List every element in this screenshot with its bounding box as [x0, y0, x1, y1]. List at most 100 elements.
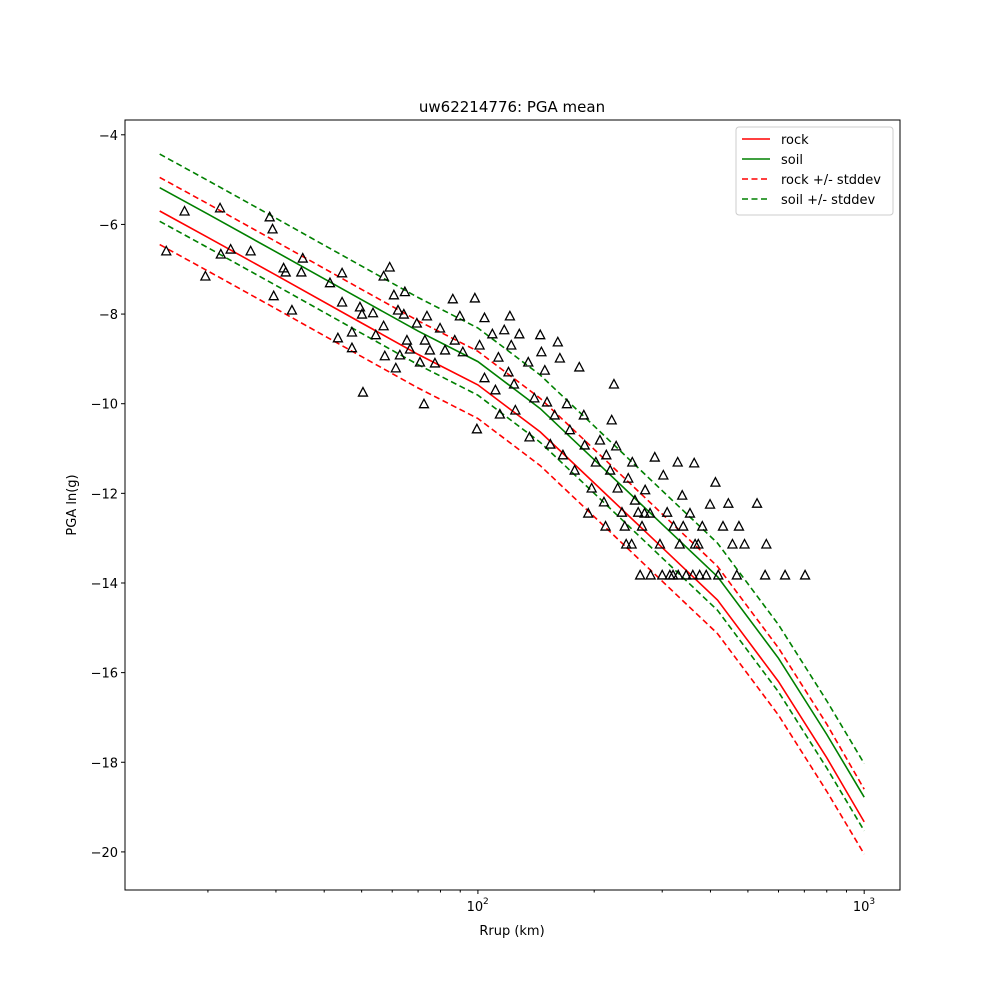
observation-point — [513, 327, 525, 339]
observation-point — [498, 323, 510, 335]
observation-point — [654, 538, 666, 549]
observation-point — [264, 210, 276, 222]
y-tick-label: −6 — [99, 218, 118, 233]
observation-point — [354, 301, 366, 312]
observation-point — [268, 289, 280, 301]
observation-point — [598, 495, 610, 507]
observation-point — [564, 423, 576, 435]
observation-point — [245, 244, 257, 256]
observation-point — [759, 569, 771, 580]
observation-point — [672, 569, 684, 580]
observation-point — [634, 569, 646, 580]
observation-point — [215, 248, 227, 259]
observation-point — [557, 448, 569, 460]
observation-point — [356, 308, 368, 319]
series-line-rock-stddev — [159, 176, 865, 790]
observation-point — [280, 266, 292, 277]
x-axis-label: Rrup (km) — [479, 924, 544, 939]
observation-point — [608, 378, 620, 389]
observation-point — [561, 397, 573, 409]
observation-point — [474, 339, 486, 350]
observation-point — [478, 311, 491, 323]
observation-point — [552, 335, 564, 347]
observation-point — [401, 334, 413, 345]
observation-point — [626, 538, 638, 549]
y-tick-label: −18 — [91, 756, 118, 771]
observation-point — [418, 397, 430, 409]
observation-point — [295, 266, 307, 277]
observation-point — [469, 292, 481, 303]
observation-point — [286, 304, 298, 315]
observation-point — [616, 506, 628, 517]
observation-point — [636, 520, 648, 531]
observation-point — [439, 344, 451, 355]
series-line-rock — [159, 210, 865, 823]
observation-point — [629, 494, 641, 505]
legend-label: rock — [781, 133, 809, 148]
y-tick-label: −12 — [91, 487, 118, 502]
observation-point — [346, 341, 358, 353]
observation-point — [687, 569, 699, 580]
observation-point — [738, 538, 751, 549]
series-line-rock-stddev — [159, 243, 865, 855]
observation-point — [726, 538, 739, 549]
observation-point — [626, 456, 638, 467]
observation-point — [600, 448, 612, 460]
observation-point — [677, 520, 689, 531]
observation-point — [622, 472, 634, 483]
observation-point — [266, 223, 279, 234]
observation-point — [388, 288, 400, 300]
observation-point — [661, 506, 673, 517]
observation-point — [486, 327, 498, 339]
observation-point — [590, 456, 602, 467]
x-tick-label: 10 — [467, 900, 484, 915]
observation-point — [399, 285, 411, 297]
observation-point — [676, 489, 688, 500]
observation-point — [579, 439, 591, 450]
observation-point — [569, 464, 581, 475]
observation-point — [199, 270, 211, 281]
observation-point — [606, 413, 618, 425]
observation-point — [731, 569, 743, 580]
observation-point — [332, 331, 344, 343]
observation-point — [586, 482, 598, 493]
observation-point — [214, 201, 226, 213]
observation-point — [424, 344, 436, 355]
observation-point — [324, 276, 336, 288]
observation-point — [722, 497, 734, 508]
observation-point — [632, 506, 644, 517]
observation-point — [539, 364, 551, 375]
observation-point — [336, 266, 348, 278]
observation-point — [534, 328, 546, 340]
observation-point — [392, 304, 404, 315]
chart-title: uw62214776: PGA mean — [419, 98, 605, 116]
observation-point — [522, 356, 534, 367]
y-tick-label: −14 — [91, 577, 118, 592]
observation-point — [492, 351, 504, 362]
observation-point — [594, 434, 606, 445]
observation-point — [523, 430, 536, 442]
observation-point — [429, 357, 441, 368]
observation-point — [700, 569, 712, 580]
observation-point — [394, 348, 406, 360]
observation-point — [379, 349, 391, 361]
series-line-soil-stddev — [159, 220, 865, 832]
observation-point — [604, 464, 616, 475]
legend-box — [735, 126, 894, 216]
observation-point — [638, 507, 651, 518]
observation-point — [549, 409, 561, 420]
observation-point — [799, 569, 811, 580]
y-tick-label: −8 — [99, 308, 118, 323]
observation-point — [421, 309, 433, 321]
observation-point — [357, 386, 369, 397]
legend-label: rock +/- stddev — [781, 173, 881, 188]
observation-point — [645, 569, 657, 580]
observation-point — [696, 520, 708, 531]
observation-point — [541, 396, 553, 407]
observation-point — [599, 520, 612, 531]
observation-point — [674, 538, 686, 549]
observation-point — [505, 339, 517, 350]
observation-point — [610, 439, 622, 451]
observation-point — [378, 270, 390, 281]
